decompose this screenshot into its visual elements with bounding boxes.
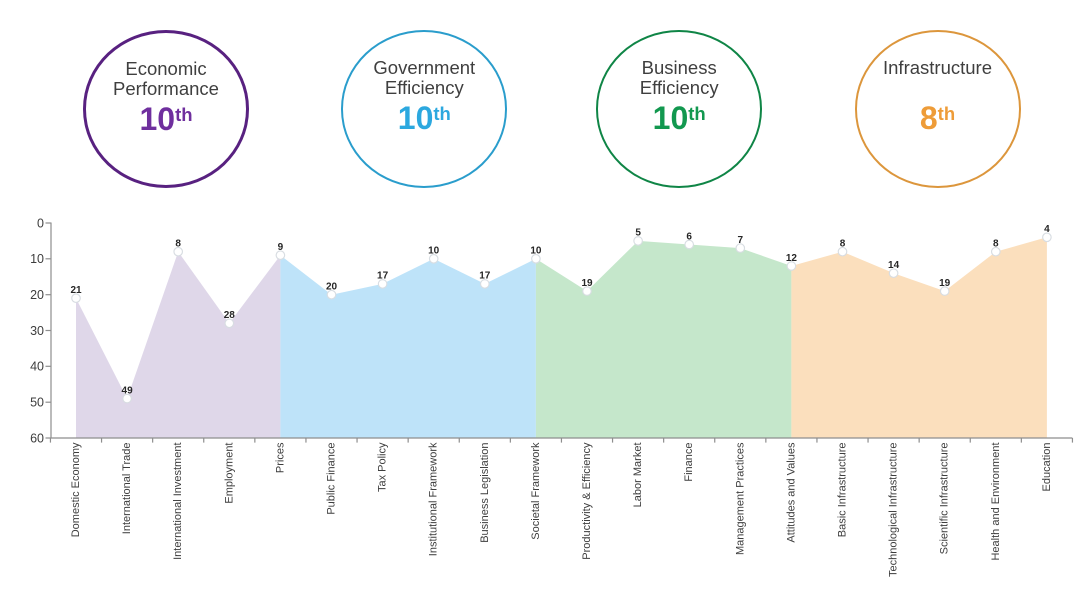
svg-text:60: 60 — [30, 431, 44, 445]
svg-text:Domestic Economy: Domestic Economy — [70, 442, 82, 537]
svg-text:21: 21 — [70, 285, 82, 296]
svg-text:20: 20 — [30, 288, 44, 302]
svg-text:Societal Framework: Societal Framework — [530, 442, 542, 540]
svg-text:Business Legislation: Business Legislation — [479, 443, 491, 543]
svg-text:Labor Market: Labor Market — [632, 443, 644, 508]
svg-text:30: 30 — [30, 324, 44, 338]
svg-text:10: 10 — [530, 246, 542, 257]
svg-text:40: 40 — [30, 360, 44, 374]
svg-text:8: 8 — [840, 239, 846, 250]
svg-text:International Investment: International Investment — [172, 443, 184, 560]
svg-text:12: 12 — [786, 253, 798, 264]
svg-text:Attitudes and Values: Attitudes and Values — [785, 442, 797, 543]
svg-text:50: 50 — [30, 396, 44, 410]
svg-text:Finance: Finance — [683, 443, 695, 482]
svg-text:International Trade: International Trade — [121, 443, 133, 535]
svg-text:Tax Policy: Tax Policy — [377, 442, 389, 492]
svg-text:Technological Infrastructure: Technological Infrastructure — [888, 443, 900, 578]
svg-text:Basic Infrastructure: Basic Infrastructure — [837, 443, 849, 538]
svg-text:7: 7 — [738, 235, 744, 246]
svg-text:Institutional Framework: Institutional Framework — [428, 442, 440, 556]
svg-text:Public Finance: Public Finance — [326, 443, 338, 515]
svg-text:28: 28 — [224, 310, 236, 321]
svg-text:49: 49 — [122, 385, 134, 396]
svg-text:Education: Education — [1041, 443, 1053, 492]
svg-text:17: 17 — [377, 271, 389, 282]
svg-text:14: 14 — [888, 260, 900, 271]
svg-text:19: 19 — [581, 278, 593, 289]
svg-text:6: 6 — [686, 231, 692, 242]
svg-text:Management Practices: Management Practices — [734, 442, 746, 555]
svg-text:Scientific Infrastructure: Scientific Infrastructure — [939, 443, 951, 555]
svg-text:8: 8 — [175, 239, 181, 250]
svg-text:Prices: Prices — [274, 442, 286, 473]
svg-text:8: 8 — [993, 239, 999, 250]
svg-text:10: 10 — [428, 246, 440, 257]
svg-text:4: 4 — [1044, 224, 1050, 235]
svg-text:Health and Environment: Health and Environment — [990, 443, 1002, 561]
svg-text:10: 10 — [30, 252, 44, 266]
svg-text:20: 20 — [326, 282, 338, 293]
svg-text:Productivity & Efficiency: Productivity & Efficiency — [581, 442, 593, 560]
svg-text:5: 5 — [635, 228, 641, 239]
svg-text:19: 19 — [939, 278, 951, 289]
svg-text:17: 17 — [479, 271, 491, 282]
svg-text:0: 0 — [37, 216, 44, 230]
svg-text:Employment: Employment — [223, 443, 235, 504]
svg-text:9: 9 — [278, 242, 284, 253]
